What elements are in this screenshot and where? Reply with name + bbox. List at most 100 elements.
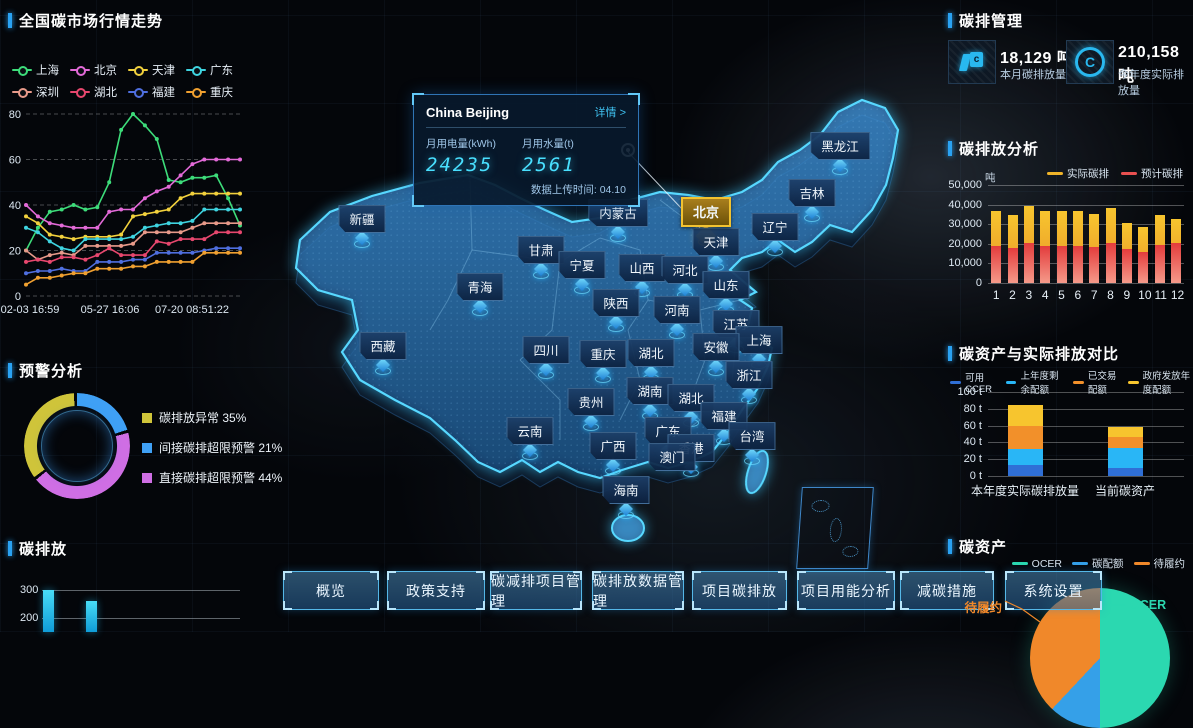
compare-category-label: 当前碳资产 (1094, 484, 1156, 498)
south-china-sea-inset (796, 487, 874, 569)
province-label-黑龙江[interactable]: 黑龙江 (810, 132, 870, 160)
trend-legend-item[interactable]: 湖北 (70, 84, 117, 100)
province-label-湖北[interactable]: 湖北 (667, 384, 715, 412)
stack-segment (1008, 426, 1043, 450)
chart-legend-item[interactable]: 待履约 (1133, 556, 1186, 571)
province-label-山东[interactable]: 山东 (702, 271, 750, 299)
nav-button-概览[interactable]: 概览 (283, 571, 379, 610)
nav-button-政策支持[interactable]: 政策支持 (387, 571, 485, 610)
title-accent-bar (948, 13, 952, 28)
province-label-陕西[interactable]: 陕西 (592, 289, 640, 317)
warning-legend-item[interactable]: 碳排放异常 35% (142, 409, 282, 426)
analysis-unit: 吨 (985, 172, 996, 184)
province-label-浙江[interactable]: 浙江 (725, 361, 773, 389)
legend-swatch (142, 412, 152, 423)
province-label-西藏[interactable]: 西藏 (359, 332, 407, 360)
province-label-上海[interactable]: 上海 (735, 326, 783, 354)
yearly-emission-label: 今年度实际排放量 (1118, 69, 1184, 97)
forecast-bar (1072, 245, 1083, 283)
nav-button-项目碳排放[interactable]: 项目碳排放 (692, 571, 787, 610)
province-label-湖北[interactable]: 湖北 (627, 339, 675, 367)
province-label-河北[interactable]: 河北 (661, 256, 709, 284)
trend-line-chart: 0 20 40 60 80 02-03 16:59 05-27 16:06 07-20 08:… (1, 109, 242, 316)
pie-label-pending: 待履约 (964, 601, 1002, 615)
province-label-新疆[interactable]: 新疆 (338, 205, 386, 233)
compare-y-tick: 60 t (963, 419, 982, 432)
analysis-y-tick: 40,000 (948, 198, 982, 211)
legend-marker (12, 87, 32, 98)
province-label-吉林[interactable]: 吉林 (788, 179, 836, 207)
legend-label: 上海 (36, 65, 59, 77)
province-label-宁夏[interactable]: 宁夏 (558, 251, 606, 279)
forecast-bar (991, 245, 1002, 283)
stack-segment (1108, 437, 1143, 449)
province-label-湖南[interactable]: 湖南 (626, 377, 674, 405)
tooltip-detail-link[interactable]: 详情 > (594, 107, 626, 119)
analysis-x-tick: 7 (1090, 288, 1098, 302)
title-accent-bar (8, 13, 12, 28)
water-value: 2561 (522, 154, 576, 176)
chart-legend-item[interactable]: 实际碳排 (1047, 166, 1109, 181)
panel-title-analysis: 碳排放分析 (948, 138, 1039, 159)
province-label-重庆[interactable]: 重庆 (579, 340, 627, 368)
province-label-台湾[interactable]: 台湾 (728, 422, 776, 450)
warning-legend-item[interactable]: 直接碳排超限预警 44% (142, 469, 282, 486)
analysis-x-tick: 10 (1138, 288, 1152, 302)
svg-text:20: 20 (9, 246, 21, 258)
trend-legend-item[interactable]: 上海 (12, 62, 59, 78)
province-label-山西[interactable]: 山西 (618, 254, 666, 282)
province-label-安徽[interactable]: 安徽 (692, 333, 740, 361)
warning-donut-inner-ring (41, 410, 113, 482)
forecast-bar (1170, 242, 1181, 283)
forecast-bar (1154, 244, 1165, 283)
trend-legend-item[interactable]: 福建 (128, 84, 175, 100)
nav-button-碳排放数据管理[interactable]: 碳排放数据管理 (592, 571, 684, 610)
province-label-海南[interactable]: 海南 (602, 476, 650, 504)
trend-legend: 上海 北京 天津 广东深圳 湖北 福建 重庆 (12, 62, 250, 100)
province-label-甘肃[interactable]: 甘肃 (517, 236, 565, 264)
legend-marker (12, 65, 32, 76)
electricity-value: 24235 (426, 154, 494, 176)
asset-legend: OCER 碳配额 待履约 (1011, 556, 1186, 571)
province-label-广西[interactable]: 广西 (589, 432, 637, 460)
forecast-bar (1007, 247, 1018, 283)
trend-legend-item[interactable]: 深圳 (12, 84, 59, 100)
warning-legend-item[interactable]: 间接碳排超限预警 21% (142, 439, 282, 456)
trend-legend-item[interactable]: 重庆 (186, 84, 233, 100)
nav-button-碳减排项目管理[interactable]: 碳减排项目管理 (490, 571, 582, 610)
chart-legend-item[interactable]: 上年度剩余配额 (1005, 368, 1065, 396)
province-label-贵州[interactable]: 贵州 (567, 388, 615, 416)
chart-legend-item[interactable]: 政府发放年度配额 (1128, 368, 1193, 396)
province-label-云南[interactable]: 云南 (506, 417, 554, 445)
province-label-河南[interactable]: 河南 (653, 296, 701, 324)
province-label-天津[interactable]: 天津 (692, 228, 740, 256)
nav-button-系统设置[interactable]: 系统设置 (1005, 571, 1102, 610)
nav-button-减碳措施[interactable]: 减碳措施 (900, 571, 994, 610)
emission-gridline (42, 618, 240, 619)
legend-label: 待履约 (1153, 558, 1186, 570)
legend-dash (1128, 380, 1139, 384)
province-label-辽宁[interactable]: 辽宁 (751, 213, 799, 241)
chart-legend-item[interactable]: OCER (1011, 556, 1062, 571)
compare-legend: 可用CCER 上年度剩余配额 已交易配额 政府发放年度配额 (950, 368, 1193, 396)
chart-legend-item[interactable]: 预计碳排 (1121, 166, 1183, 181)
electricity-label: 月用电量(kWh) (426, 138, 496, 150)
trend-legend-item[interactable]: 广东 (186, 62, 233, 78)
legend-dash (1133, 562, 1150, 565)
legend-marker (186, 65, 206, 76)
province-label-北京[interactable]: 北京 (680, 197, 732, 227)
trend-legend-item[interactable]: 北京 (70, 62, 117, 78)
province-label-青海[interactable]: 青海 (456, 273, 504, 301)
chart-legend-item[interactable]: 已交易配额 (1073, 368, 1119, 396)
chart-legend-item[interactable]: 可用CCER (950, 368, 997, 396)
province-label-四川[interactable]: 四川 (522, 336, 570, 364)
analysis-x-tick: 3 (1025, 288, 1033, 302)
forecast-bar (1040, 245, 1051, 283)
province-label-澳门[interactable]: 澳门 (648, 443, 696, 471)
nav-button-项目用能分析[interactable]: 项目用能分析 (797, 571, 895, 610)
legend-label: 福建 (152, 87, 175, 99)
title-accent-bar (948, 141, 952, 156)
trend-legend-item[interactable]: 天津 (128, 62, 175, 78)
legend-label: 天津 (152, 65, 175, 77)
chart-legend-item[interactable]: 碳配额 (1072, 556, 1124, 571)
